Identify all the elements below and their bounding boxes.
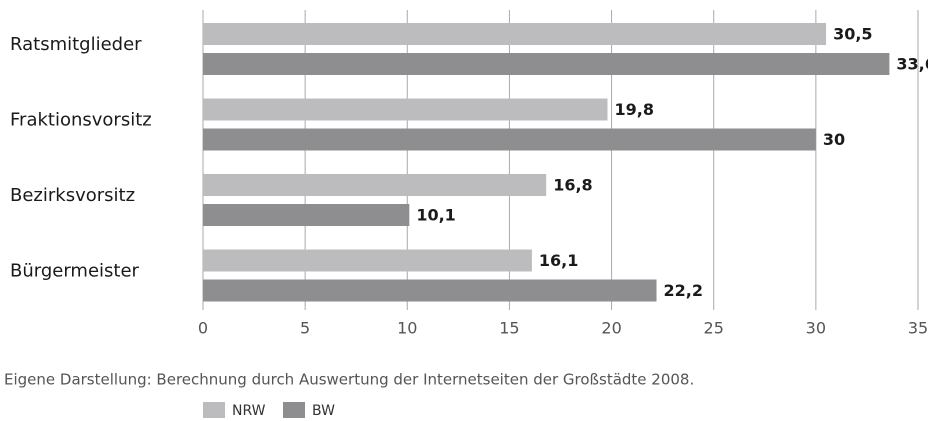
bar: [203, 279, 657, 302]
value-label: 19,8: [614, 100, 653, 119]
value-label: 33,6: [896, 55, 928, 74]
value-label: 16,8: [553, 176, 592, 195]
x-tick-label: 0: [198, 319, 208, 338]
value-label: 30: [823, 130, 845, 149]
bar: [203, 23, 827, 45]
legend-swatch: [283, 402, 305, 418]
bar: [203, 98, 608, 121]
category-label: Ratsmitglieder: [10, 34, 142, 55]
bar: [203, 128, 816, 151]
category-label: Bezirksvorsitz: [10, 185, 135, 206]
x-tick-label: 20: [601, 319, 621, 338]
category-label: Bürgermeister: [10, 261, 140, 282]
value-label: 30,5: [833, 25, 872, 44]
x-tick-label: 5: [300, 319, 310, 338]
legend-label: NRW: [232, 403, 266, 419]
bar: [203, 174, 547, 196]
x-tick-label: 15: [499, 319, 519, 338]
value-label: 22,2: [664, 281, 703, 300]
legend-swatch: [203, 402, 225, 418]
x-tick-label: 35: [908, 319, 928, 338]
bar: [203, 249, 532, 272]
bar: [203, 204, 410, 226]
legend-label: BW: [312, 403, 335, 419]
x-tick-label: 10: [397, 319, 417, 338]
footnote: Eigene Darstellung: Berechnung durch Aus…: [4, 371, 694, 389]
x-tick-label: 25: [704, 319, 724, 338]
value-label: 10,1: [416, 206, 455, 225]
x-tick-label: 30: [806, 319, 826, 338]
bar: [203, 53, 890, 75]
value-label: 16,1: [539, 251, 578, 270]
category-label: Fraktionsvorsitz: [10, 110, 152, 131]
